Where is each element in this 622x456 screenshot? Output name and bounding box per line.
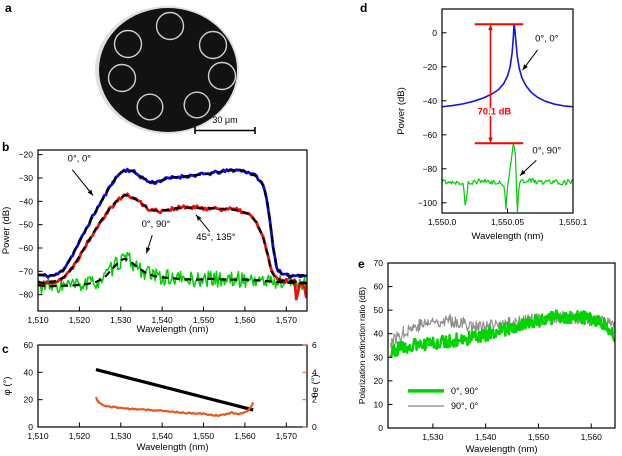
svg-text:6: 6 [312, 340, 317, 350]
svg-text:0°, 90°: 0°, 90° [451, 386, 479, 396]
svg-text:1,510: 1,510 [27, 431, 49, 441]
svg-text:−80: −80 [423, 164, 438, 174]
svg-text:1,540: 1,540 [152, 315, 174, 325]
svg-text:−100: −100 [418, 198, 437, 208]
panel-d-label: d [360, 1, 368, 15]
panel-a-micrograph: 30 μm [95, 6, 256, 134]
svg-text:30: 30 [374, 352, 384, 362]
svg-text:1,540: 1,540 [475, 432, 497, 442]
svg-text:45°, 135°: 45°, 135° [196, 232, 235, 243]
ring-hole [207, 61, 237, 91]
svg-text:1,530: 1,530 [110, 315, 132, 325]
svg-text:70: 70 [374, 258, 384, 268]
svg-text:4: 4 [312, 367, 317, 377]
svg-text:Power (dB): Power (dB) [1, 207, 12, 255]
svg-text:50: 50 [374, 305, 384, 315]
svg-text:0: 0 [432, 28, 437, 38]
ring-hole [136, 93, 164, 121]
svg-text:0: 0 [378, 423, 383, 433]
svg-text:1,550.05: 1,550.05 [491, 217, 524, 227]
panel-e-label: e [358, 257, 365, 271]
svg-text:−40: −40 [423, 96, 438, 106]
svg-text:−40: −40 [19, 196, 34, 206]
svg-text:Wavelength (nm): Wavelength (nm) [137, 442, 209, 453]
panel-e-extinction-chart: 1,530 1,540 1,550 1,560 0 10 20 30 40 50 60 70 0°, 9… [357, 258, 616, 455]
scale-bar-label: 30 μm [212, 115, 237, 125]
svg-text:1,540: 1,540 [152, 431, 174, 441]
svg-text:2: 2 [312, 395, 317, 405]
svg-text:1,560: 1,560 [581, 432, 603, 442]
panel-a-label: a [5, 1, 12, 15]
panel-b-spectra-chart: 1,510 1,520 1,530 1,540 1,550 1,560 1,570 −20 −3… [1, 149, 308, 335]
svg-text:1,570: 1,570 [276, 315, 298, 325]
panel-b-label: b [2, 140, 10, 154]
panel-d-resonance-chart: 1,550.0 1,550.05 1,550.1 0 −20 −40 −60 −80 −100 0… [396, 8, 588, 242]
svg-text:1,570: 1,570 [276, 431, 298, 441]
svg-text:−20: −20 [19, 150, 34, 160]
svg-text:φ (°): φ (°) [2, 377, 13, 396]
ring-hole [183, 91, 211, 119]
svg-text:40: 40 [24, 367, 34, 377]
svg-text:60: 60 [374, 282, 384, 292]
svg-text:θe (°): θe (°) [310, 374, 321, 397]
svg-text:Wavelength (nm): Wavelength (nm) [466, 444, 538, 455]
svg-text:Wavelength (nm): Wavelength (nm) [137, 324, 209, 335]
ring-hole [198, 30, 228, 60]
svg-text:−50: −50 [19, 220, 34, 230]
svg-text:1,550.0: 1,550.0 [428, 217, 457, 227]
svg-text:0: 0 [312, 422, 317, 432]
svg-text:1,550: 1,550 [528, 432, 550, 442]
svg-text:−70: −70 [19, 266, 34, 276]
svg-text:1,560: 1,560 [234, 315, 256, 325]
svg-text:1,530: 1,530 [110, 431, 132, 441]
svg-text:1,550.1: 1,550.1 [559, 217, 588, 227]
ring-hole [113, 29, 143, 59]
svg-text:0°, 0°: 0°, 0° [535, 33, 559, 44]
svg-text:Wavelength (nm): Wavelength (nm) [472, 231, 544, 242]
svg-text:−60: −60 [19, 243, 34, 253]
svg-text:90°, 0°: 90°, 0° [451, 401, 479, 411]
panel-c-phase-chart: 1,510 1,520 1,530 1,540 1,550 1,560 1,57002040… [2, 340, 321, 453]
fiber-cross-section [99, 8, 237, 132]
svg-text:70.1 dB: 70.1 dB [478, 106, 512, 117]
air-hole-rings [107, 11, 237, 121]
svg-text:10: 10 [374, 399, 384, 409]
svg-text:0°, 90°: 0°, 90° [532, 146, 561, 157]
svg-text:−20: −20 [423, 62, 438, 72]
svg-text:0°, 0°: 0°, 0° [68, 154, 92, 165]
svg-text:1,520: 1,520 [69, 431, 91, 441]
svg-text:40: 40 [374, 329, 384, 339]
svg-text:Power (dB): Power (dB) [396, 87, 407, 135]
ring-hole [107, 63, 137, 93]
scale-bar [194, 127, 256, 134]
svg-text:0°, 90°: 0°, 90° [142, 219, 171, 230]
svg-text:Polarization extinction ratio: Polarization extinction ratio (dB) [357, 287, 367, 404]
svg-text:1,560: 1,560 [234, 431, 256, 441]
panel-c-label: c [2, 342, 9, 356]
svg-text:1,530: 1,530 [422, 432, 444, 442]
svg-text:0: 0 [28, 422, 33, 432]
svg-text:−80: −80 [19, 290, 34, 300]
svg-text:1,550: 1,550 [193, 431, 215, 441]
svg-text:20: 20 [24, 395, 34, 405]
svg-text:60: 60 [24, 340, 34, 350]
ring-hole [155, 11, 185, 41]
svg-text:1,510: 1,510 [27, 315, 49, 325]
svg-text:20: 20 [374, 376, 384, 386]
svg-text:−30: −30 [19, 173, 34, 183]
svg-text:1,550: 1,550 [193, 315, 215, 325]
svg-text:−60: −60 [423, 130, 438, 140]
svg-text:1,520: 1,520 [69, 315, 91, 325]
